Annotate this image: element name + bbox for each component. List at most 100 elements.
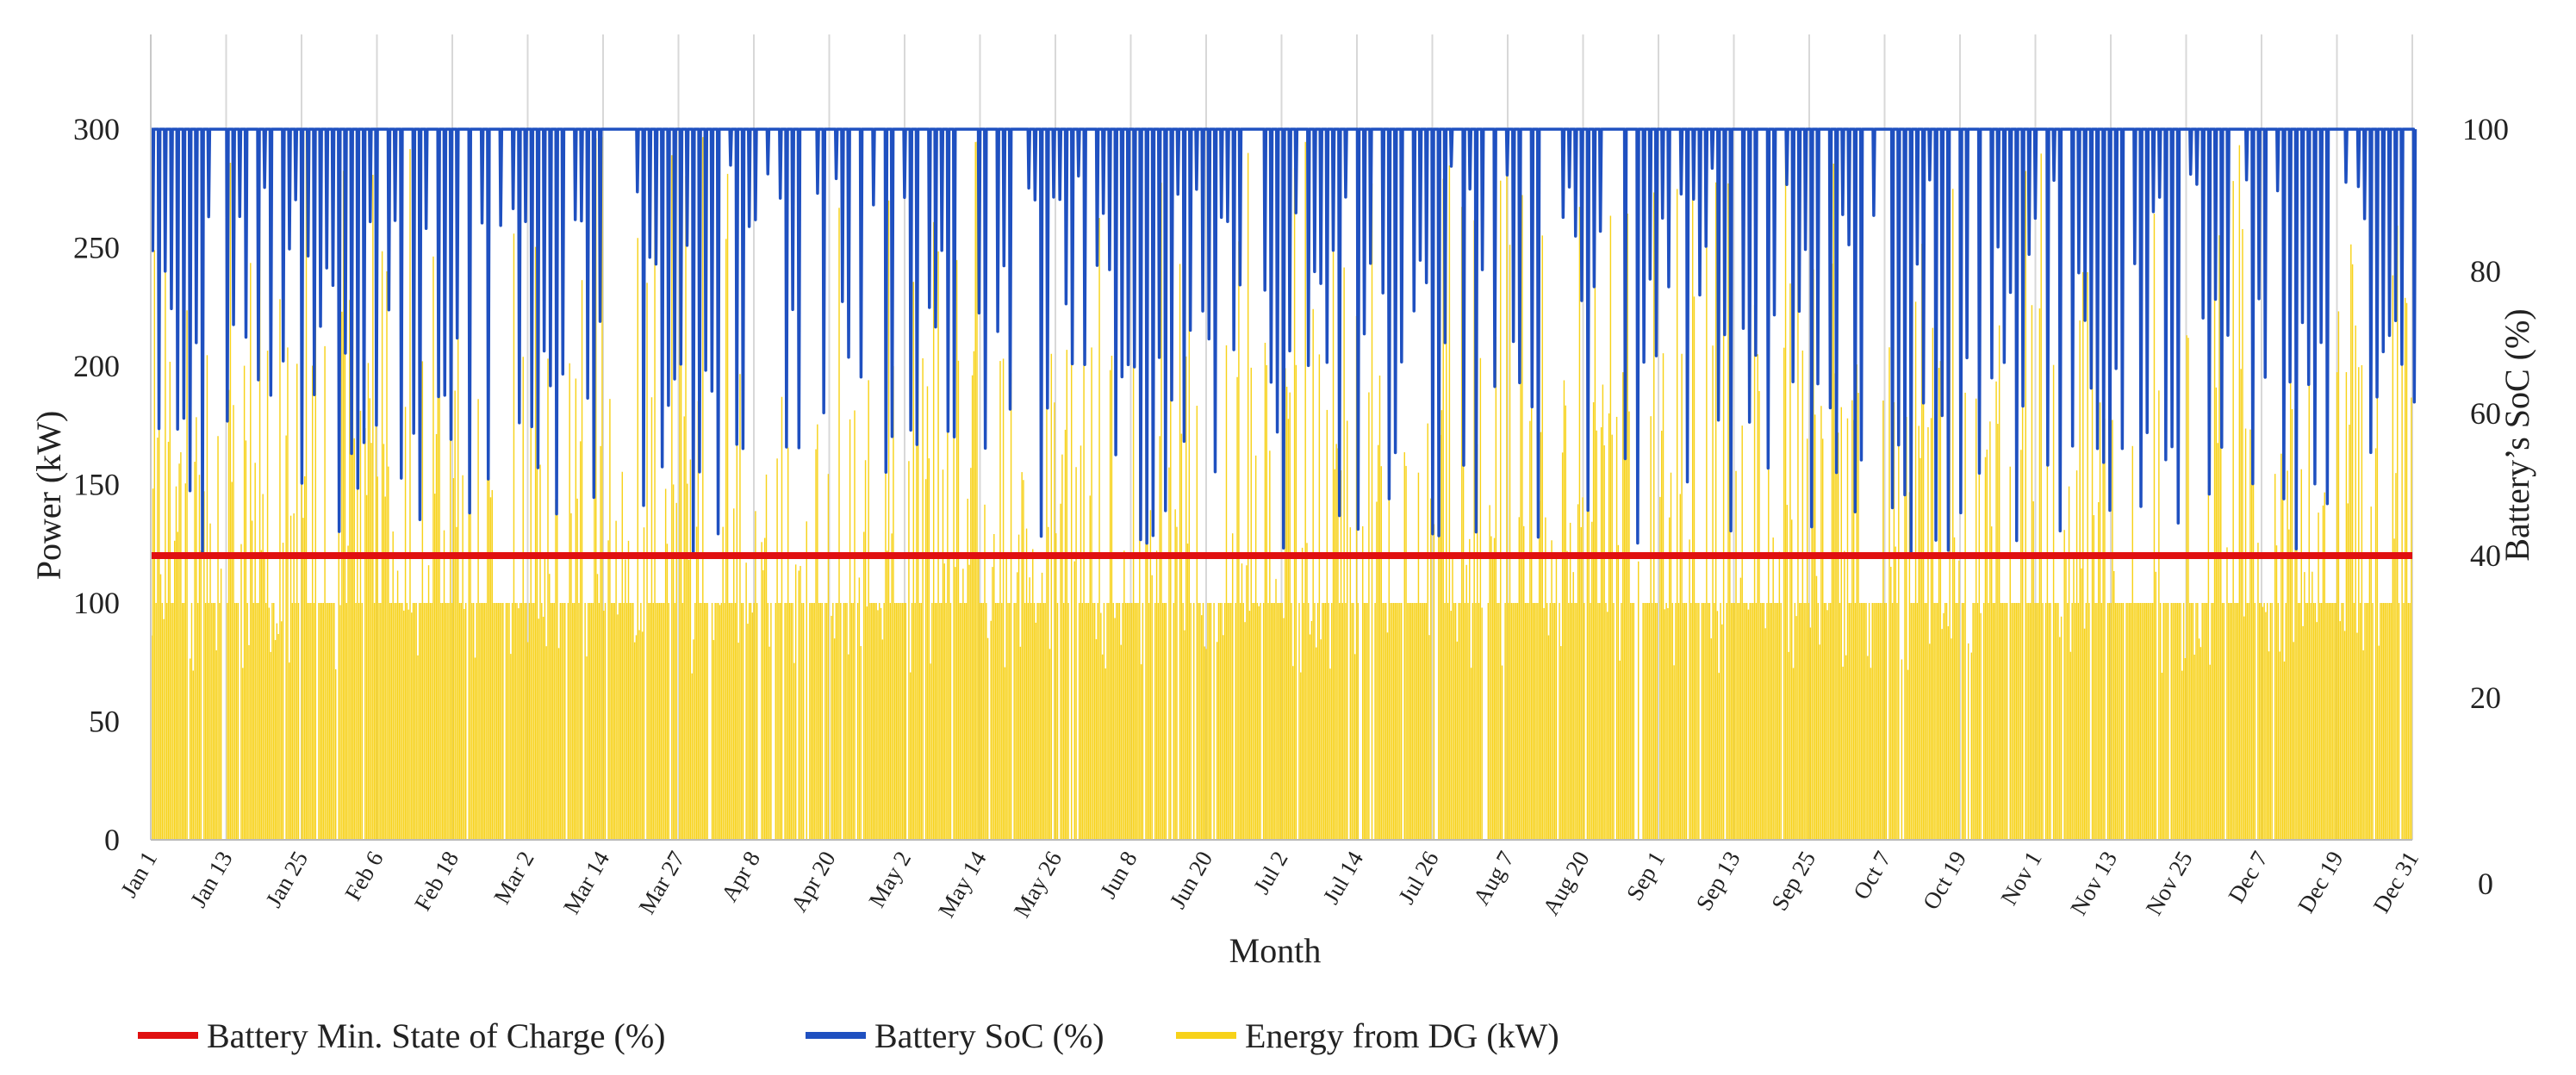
dg-bar bbox=[718, 603, 719, 840]
dg-bar bbox=[2384, 603, 2386, 840]
dg-bar bbox=[567, 603, 569, 840]
dg-bar bbox=[1512, 603, 1514, 840]
dg-bar bbox=[1944, 603, 1946, 840]
dg-bar bbox=[262, 494, 264, 840]
dg-bar bbox=[2293, 642, 2294, 840]
dg-bar bbox=[902, 603, 904, 840]
dg-bar bbox=[1098, 218, 1100, 840]
dg-bar bbox=[2393, 538, 2395, 840]
dg-bar bbox=[1576, 603, 1577, 840]
dg-bar bbox=[646, 283, 648, 840]
dg-bar bbox=[159, 574, 162, 840]
dg-bar bbox=[1308, 603, 1310, 840]
dg-bar bbox=[720, 603, 723, 840]
dg-bar bbox=[432, 256, 434, 840]
x-tick-label: Jan 25 bbox=[260, 847, 313, 911]
dg-bar bbox=[2322, 505, 2324, 840]
dg-bar bbox=[2237, 603, 2239, 840]
dg-bar bbox=[328, 603, 331, 840]
x-tick-label: Nov 13 bbox=[2065, 847, 2122, 919]
dg-bar bbox=[1091, 347, 1092, 840]
dg-bar bbox=[1538, 500, 1540, 840]
dg-bar bbox=[1667, 608, 1669, 840]
dg-bar bbox=[1795, 616, 1797, 840]
dg-bar bbox=[1708, 603, 1711, 840]
dg-bar bbox=[1675, 603, 1677, 840]
dg-bar bbox=[289, 515, 292, 840]
dg-bar bbox=[1180, 433, 1183, 840]
dg-bar bbox=[1002, 358, 1005, 840]
dg-bar bbox=[749, 603, 750, 840]
dg-bar bbox=[2277, 603, 2280, 840]
dg-bar bbox=[818, 603, 820, 840]
dg-bar bbox=[1453, 603, 1455, 840]
dg-bar bbox=[2361, 364, 2363, 840]
dg-bar bbox=[1501, 665, 1503, 840]
dg-bar bbox=[551, 603, 554, 840]
dg-bar bbox=[549, 574, 551, 840]
dg-bar bbox=[1292, 666, 1294, 840]
dg-bar bbox=[1764, 628, 1766, 840]
dg-bar bbox=[588, 603, 591, 840]
x-tick-label: Dec 19 bbox=[2293, 847, 2349, 917]
dg-bar bbox=[1267, 603, 1269, 840]
dg-bar bbox=[2088, 603, 2090, 840]
dg-bar bbox=[1461, 207, 1463, 840]
dg-bar bbox=[813, 603, 815, 840]
dg-bar bbox=[1368, 392, 1370, 841]
dg-bar bbox=[2184, 658, 2187, 840]
dg-bar bbox=[1277, 603, 1279, 840]
dg-bar bbox=[1479, 357, 1482, 841]
dg-bar bbox=[2036, 603, 2038, 840]
dg-bar bbox=[184, 483, 186, 840]
dg-bar bbox=[2135, 603, 2137, 840]
dg-bar bbox=[984, 504, 986, 840]
dg-bar bbox=[2151, 603, 2154, 840]
dg-bar bbox=[1994, 603, 1995, 840]
dg-bar bbox=[1989, 421, 1991, 840]
dg-bar bbox=[1386, 632, 1389, 840]
dg-bar bbox=[702, 137, 704, 840]
dg-bar bbox=[1739, 577, 1742, 840]
dg-bar bbox=[1609, 215, 1612, 841]
dg-bar bbox=[1836, 345, 1838, 840]
dg-bar bbox=[1384, 603, 1387, 840]
dg-bar bbox=[1122, 603, 1123, 840]
dg-bar bbox=[700, 603, 702, 840]
dg-bar bbox=[1664, 609, 1666, 840]
x-tick-label: Sep 1 bbox=[1621, 847, 1670, 905]
dg-bar bbox=[196, 603, 199, 840]
dg-bar bbox=[1326, 409, 1328, 840]
dg-bar bbox=[1116, 603, 1117, 840]
dg-bar bbox=[1859, 603, 1861, 840]
dg-bar bbox=[485, 603, 487, 840]
dg-bar bbox=[2038, 308, 2041, 840]
dg-bar bbox=[1019, 646, 1022, 840]
dg-bar bbox=[625, 603, 628, 840]
dg-bar bbox=[281, 621, 283, 840]
dg-bar bbox=[640, 603, 642, 840]
dg-bar bbox=[528, 603, 531, 840]
dg-bar bbox=[440, 603, 442, 840]
dg-bar bbox=[781, 396, 783, 840]
dg-bar bbox=[1298, 603, 1300, 840]
dg-bar bbox=[2128, 603, 2131, 840]
dg-bar bbox=[1597, 603, 1599, 840]
dg-bar bbox=[641, 631, 644, 840]
dg-bar bbox=[725, 239, 727, 840]
dg-bar bbox=[776, 458, 778, 840]
dg-bar bbox=[1735, 470, 1737, 840]
dg-bar bbox=[2345, 372, 2348, 840]
dg-bar bbox=[1661, 431, 1663, 840]
dg-bar bbox=[1537, 603, 1539, 840]
dg-bar bbox=[2268, 651, 2270, 840]
dg-bar bbox=[265, 603, 267, 840]
dg-bar bbox=[1173, 603, 1175, 840]
dg-bar bbox=[345, 603, 347, 840]
dg-bar bbox=[2231, 603, 2233, 840]
dg-bar bbox=[507, 603, 508, 840]
dg-bar bbox=[1910, 603, 1912, 840]
dg-bar bbox=[761, 542, 762, 840]
dg-bar bbox=[1081, 603, 1084, 840]
dg-bar bbox=[1089, 495, 1091, 840]
